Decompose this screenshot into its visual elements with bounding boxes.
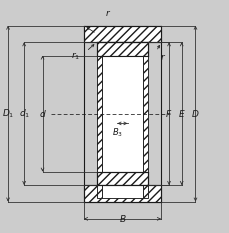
Text: $r$: $r$: [105, 8, 111, 18]
Text: $D$: $D$: [191, 108, 199, 119]
Bar: [96, 172, 148, 185]
Bar: [96, 55, 102, 172]
Bar: [84, 185, 160, 202]
Bar: [96, 172, 148, 185]
Text: $B_3$: $B_3$: [112, 127, 123, 139]
Bar: [142, 55, 148, 172]
Bar: [142, 55, 148, 172]
Bar: [142, 185, 148, 198]
Bar: [96, 42, 148, 55]
Bar: [142, 185, 148, 198]
Bar: [96, 185, 102, 198]
Bar: [84, 26, 160, 42]
Bar: [84, 185, 160, 202]
Text: $r_1$: $r_1$: [71, 51, 80, 62]
Text: $F$: $F$: [164, 108, 172, 119]
Bar: [96, 42, 148, 55]
Bar: [96, 185, 102, 198]
Text: $E$: $E$: [177, 108, 185, 119]
Bar: [84, 26, 160, 42]
Text: $r$: $r$: [160, 52, 166, 62]
Text: $d_1$: $d_1$: [19, 107, 30, 120]
Bar: [96, 55, 102, 172]
Bar: [102, 185, 142, 198]
Bar: [102, 55, 142, 172]
Text: $d$: $d$: [38, 108, 46, 119]
Text: $D_1$: $D_1$: [2, 107, 14, 120]
Text: $B$: $B$: [118, 213, 126, 224]
